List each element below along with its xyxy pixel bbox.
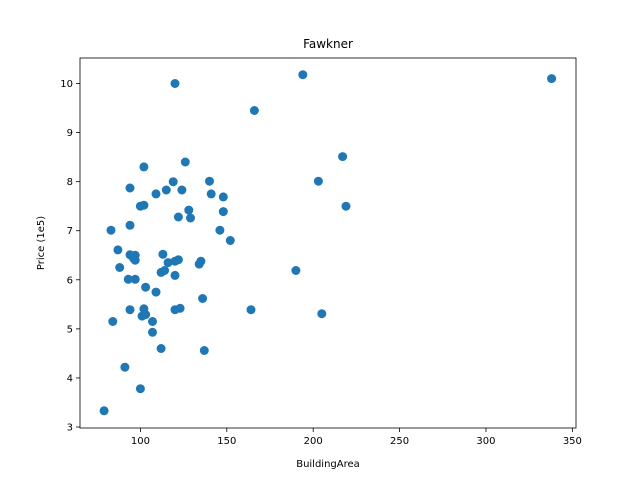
data-point bbox=[173, 212, 183, 222]
data-point bbox=[148, 327, 157, 337]
data-point bbox=[186, 213, 195, 223]
data-point bbox=[198, 294, 208, 303]
data-point bbox=[163, 258, 173, 268]
plot-frame bbox=[79, 57, 577, 429]
points-layer bbox=[99, 70, 557, 416]
x-tick-label: 250 bbox=[390, 436, 409, 447]
data-point bbox=[151, 189, 161, 199]
data-point bbox=[106, 225, 116, 235]
data-point bbox=[547, 74, 557, 84]
data-point bbox=[317, 309, 327, 319]
x-axis: 100 150 200 250 300 350 bbox=[131, 428, 582, 447]
x-tick-label: 300 bbox=[476, 436, 495, 447]
data-point bbox=[175, 303, 185, 313]
y-tick-label: 3 bbox=[67, 423, 73, 434]
data-point bbox=[130, 255, 140, 265]
y-axis-label: Price (1e5) bbox=[36, 216, 47, 270]
data-point bbox=[338, 152, 348, 162]
data-point bbox=[120, 362, 130, 372]
x-tick-label: 200 bbox=[304, 436, 323, 447]
y-tick-label: 7 bbox=[67, 226, 73, 237]
data-point bbox=[199, 346, 209, 355]
x-tick-label: 150 bbox=[217, 436, 236, 447]
data-point bbox=[108, 317, 118, 326]
data-point bbox=[156, 344, 166, 353]
data-point bbox=[125, 305, 135, 315]
data-point bbox=[113, 245, 123, 255]
data-point bbox=[180, 157, 190, 167]
x-tick-label: 100 bbox=[131, 436, 150, 447]
chart-title: Fawkner bbox=[303, 37, 353, 51]
data-point bbox=[139, 162, 149, 172]
data-point bbox=[130, 274, 140, 284]
data-point bbox=[151, 287, 161, 297]
data-point bbox=[341, 201, 351, 211]
y-tick-label: 8 bbox=[67, 177, 73, 188]
data-point bbox=[170, 270, 180, 280]
data-point bbox=[225, 236, 235, 245]
data-point bbox=[173, 255, 183, 265]
data-point bbox=[218, 207, 228, 217]
data-point bbox=[298, 70, 308, 80]
data-point bbox=[141, 310, 151, 320]
data-point bbox=[125, 183, 135, 193]
y-tick-label: 9 bbox=[67, 128, 73, 139]
data-point bbox=[139, 200, 149, 210]
data-point bbox=[170, 79, 180, 88]
data-point bbox=[125, 220, 135, 230]
y-tick-label: 10 bbox=[60, 79, 73, 90]
data-point bbox=[246, 305, 256, 315]
data-point bbox=[158, 249, 168, 259]
data-point bbox=[206, 189, 216, 199]
data-point bbox=[135, 384, 145, 394]
data-point bbox=[313, 176, 323, 186]
data-point bbox=[196, 256, 206, 266]
y-tick-label: 4 bbox=[67, 373, 73, 384]
data-point bbox=[215, 225, 225, 235]
data-point bbox=[177, 185, 187, 195]
data-point bbox=[115, 263, 125, 272]
y-tick-label: 6 bbox=[67, 275, 73, 286]
data-point bbox=[148, 317, 157, 326]
data-point bbox=[160, 266, 170, 275]
data-point bbox=[168, 177, 178, 187]
data-point bbox=[141, 282, 151, 292]
data-point bbox=[291, 266, 301, 275]
data-point bbox=[218, 192, 228, 202]
data-point bbox=[205, 176, 214, 186]
y-tick-label: 5 bbox=[67, 324, 73, 335]
data-point bbox=[99, 406, 109, 416]
x-tick-label: 350 bbox=[563, 436, 582, 447]
data-point bbox=[123, 274, 133, 284]
x-axis-label: BuildingArea bbox=[296, 459, 360, 470]
y-axis: 3 4 5 6 7 8 9 10 bbox=[60, 79, 80, 434]
data-point bbox=[249, 106, 259, 115]
data-point bbox=[184, 205, 194, 215]
data-point bbox=[161, 185, 171, 195]
